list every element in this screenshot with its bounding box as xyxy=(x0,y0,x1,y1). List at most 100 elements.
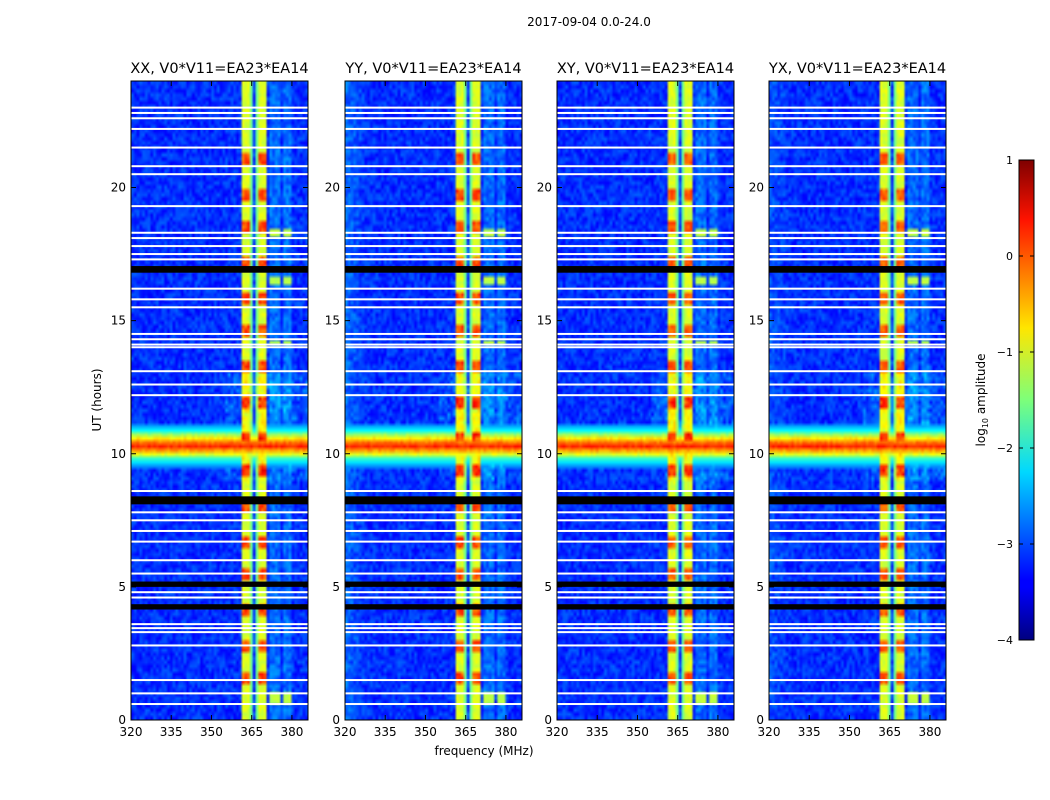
flagged-block xyxy=(769,266,946,273)
x-tick-label: 365 xyxy=(240,725,263,739)
gap-line xyxy=(557,679,734,682)
y-tick-label: 10 xyxy=(537,447,552,461)
gap-line xyxy=(769,559,946,562)
gap-line xyxy=(557,205,734,208)
panel-3-heatmap xyxy=(557,81,734,720)
gap-line xyxy=(131,258,308,261)
gap-line xyxy=(769,679,946,682)
colorbar-tick-label: 1 xyxy=(1006,154,1013,167)
gap-line xyxy=(131,370,308,373)
gap-line xyxy=(557,394,734,397)
gap-line xyxy=(769,631,946,634)
gap-line xyxy=(769,205,946,208)
gap-line xyxy=(345,117,522,120)
x-tick-label: 365 xyxy=(666,725,689,739)
x-tick-label: 335 xyxy=(798,725,821,739)
x-tick-label: 335 xyxy=(374,725,397,739)
gap-line xyxy=(345,173,522,176)
gap-line xyxy=(131,253,308,256)
flagged-block xyxy=(769,496,946,505)
gap-line xyxy=(345,627,522,630)
gap-line xyxy=(557,287,734,290)
gap-line xyxy=(131,703,308,706)
panel-1-heatmap xyxy=(131,81,308,720)
y-tick-label: 5 xyxy=(118,580,126,594)
gap-line xyxy=(769,346,946,349)
panel-title: XX, V0*V11=EA23*EA14 xyxy=(130,61,308,77)
gap-line xyxy=(769,623,946,626)
gap-line xyxy=(131,245,308,248)
gap-line xyxy=(557,370,734,373)
gap-line xyxy=(131,529,308,532)
gap-line xyxy=(345,237,522,240)
gap-line xyxy=(345,596,522,599)
x-tick-label: 350 xyxy=(414,725,437,739)
gap-line xyxy=(131,231,308,234)
colorbar-label-rest: amplitude xyxy=(974,354,988,418)
flagged-block xyxy=(557,266,734,273)
gap-line xyxy=(345,298,522,301)
y-tick-label: 5 xyxy=(544,580,552,594)
gap-line xyxy=(769,692,946,695)
gap-line xyxy=(769,231,946,234)
gap-line xyxy=(557,692,734,695)
gap-line xyxy=(131,346,308,349)
flagged-block xyxy=(131,604,308,610)
gap-line xyxy=(557,627,734,630)
gap-line xyxy=(345,559,522,562)
gap-line xyxy=(557,332,734,335)
gap-line xyxy=(557,559,734,562)
gap-line xyxy=(557,106,734,109)
gap-line xyxy=(769,146,946,149)
gap-line xyxy=(557,298,734,301)
gap-line xyxy=(131,111,308,114)
gap-line xyxy=(557,245,734,248)
y-tick-label: 0 xyxy=(756,713,764,727)
gap-line xyxy=(345,306,522,309)
gap-line xyxy=(345,490,522,493)
gap-line xyxy=(345,205,522,208)
panel-title: YX, V0*V11=EA23*EA14 xyxy=(768,61,946,77)
gap-line xyxy=(345,572,522,575)
gap-line xyxy=(557,511,734,514)
y-tick-label: 20 xyxy=(325,181,340,195)
gap-line xyxy=(769,540,946,543)
colorbar-ticks: 1 0 −1 −2 −3 −4 xyxy=(997,154,1034,647)
gap-line xyxy=(345,346,522,349)
y-tick-label: 5 xyxy=(756,580,764,594)
gap-line xyxy=(769,519,946,522)
gap-line xyxy=(131,343,308,346)
colorbar-tick-label: −3 xyxy=(997,538,1013,551)
gap-line xyxy=(557,231,734,234)
gap-line xyxy=(345,127,522,130)
gap-line xyxy=(769,370,946,373)
gap-line xyxy=(345,338,522,341)
gap-line xyxy=(345,106,522,109)
gap-line xyxy=(769,306,946,309)
gap-line xyxy=(345,644,522,647)
gap-line xyxy=(557,165,734,168)
x-tick-label: 380 xyxy=(706,725,729,739)
y-tick-label: 0 xyxy=(544,713,552,727)
figure-title: 2017-09-04 0.0-24.0 xyxy=(527,15,651,29)
panel-frame xyxy=(130,80,309,721)
panel-3: XY, V0*V11=EA23*EA14 320 335 350 365 380 0 5 10 1… xyxy=(537,61,735,739)
panel-2-heatmap xyxy=(345,81,522,720)
y-axis-label: UT (hours) xyxy=(90,368,104,431)
gap-line xyxy=(557,540,734,543)
x-tick-label: 320 xyxy=(120,725,143,739)
gap-line xyxy=(557,631,734,634)
gap-line xyxy=(557,623,734,626)
gap-line xyxy=(131,644,308,647)
panel-title: YY, V0*V11=EA23*EA14 xyxy=(344,61,521,77)
flagged-block xyxy=(557,604,734,610)
y-tick-label: 10 xyxy=(749,447,764,461)
y-tick-label: 20 xyxy=(749,181,764,195)
panel-frame xyxy=(556,80,735,721)
x-tick-label: 380 xyxy=(918,725,941,739)
gap-line xyxy=(345,692,522,695)
gap-line xyxy=(769,258,946,261)
gap-line xyxy=(557,383,734,386)
y-tick-label: 5 xyxy=(332,580,340,594)
gap-line xyxy=(769,572,946,575)
